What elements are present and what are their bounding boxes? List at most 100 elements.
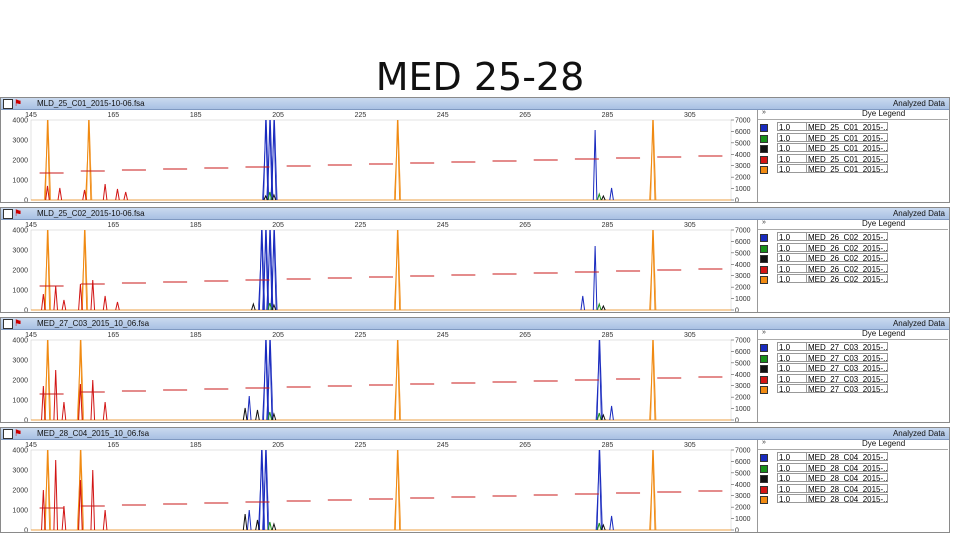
dye-color-swatch[interactable] <box>760 276 768 284</box>
dye-color-swatch[interactable] <box>760 265 768 274</box>
x-tick-label: 305 <box>684 222 696 229</box>
dye-scale-field[interactable]: 1.0 <box>777 494 807 503</box>
panel-checkbox[interactable] <box>3 99 13 109</box>
x-tick-label: 205 <box>272 112 284 119</box>
dye-legend: » Dye Legend 1.0 MED_26_C02_2015-... 1.0 MED_… <box>757 219 948 312</box>
legend-row: 1.0 MED_28_C04_2015-... <box>760 473 888 483</box>
dye-legend: » Dye Legend 1.0 MED_27_C03_2015-... 1.0 MED_… <box>757 329 948 422</box>
x-tick-label: 165 <box>108 222 120 229</box>
right-y-tick-label: 5000 <box>735 360 751 367</box>
y-tick-label: 1000 <box>12 288 28 295</box>
dye-scale-field[interactable]: 1.0 <box>777 153 807 163</box>
expand-arrows-icon[interactable]: » <box>762 439 766 446</box>
dye-scale-field[interactable]: 1.0 <box>777 232 807 241</box>
legend-header: » Dye Legend <box>758 439 948 450</box>
dye-color-swatch[interactable] <box>760 464 768 473</box>
dye-color-swatch[interactable] <box>760 234 768 242</box>
black-peak <box>601 413 606 421</box>
dye-color-swatch[interactable] <box>760 365 768 373</box>
dye-color-swatch[interactable] <box>760 485 768 494</box>
dye-scale-field[interactable]: 1.0 <box>777 363 807 372</box>
dye-color-swatch[interactable] <box>760 454 768 462</box>
dye-color-swatch[interactable] <box>760 155 768 164</box>
x-tick-label: 225 <box>355 442 367 449</box>
panel-checkbox[interactable] <box>3 319 13 329</box>
blue-peak <box>267 339 273 421</box>
dye-color-swatch[interactable] <box>760 145 768 153</box>
dye-sample-name: MED_28_C04_2015-... <box>806 452 888 461</box>
y-tick-label: 2000 <box>12 488 28 495</box>
dye-sample-name: MED_28_C04_2015-... <box>806 473 888 482</box>
panel-header: ⚑ MLD_25_C02_2015-10-06.fsa Analyzed Data <box>1 208 949 220</box>
dye-color-swatch[interactable] <box>760 166 768 174</box>
legend-header: » Dye Legend <box>758 109 948 120</box>
x-tick-label: 165 <box>108 332 120 339</box>
orange-peak <box>650 449 656 531</box>
dye-sample-name: MED_26_C02_2015-... <box>806 242 888 252</box>
dye-scale-field[interactable]: 1.0 <box>777 242 807 252</box>
dye-scale-field[interactable]: 1.0 <box>777 462 807 472</box>
blue-peak <box>592 245 598 311</box>
dye-color-swatch[interactable] <box>760 244 768 253</box>
dye-sample-name: MED_28_C04_2015-... <box>806 483 888 493</box>
dye-sample-name: MED_25_C01_2015-... <box>806 143 888 152</box>
dye-scale-field[interactable]: 1.0 <box>777 274 807 283</box>
dye-color-swatch[interactable] <box>760 124 768 132</box>
y-tick-label: 4000 <box>12 228 28 235</box>
legend-row: 1.0 MED_25_C01_2015-... <box>760 143 888 153</box>
dye-scale-field[interactable]: 1.0 <box>777 384 807 393</box>
dye-scale-field[interactable]: 1.0 <box>777 342 807 351</box>
black-peak <box>251 302 256 311</box>
legend-row: 1.0 MED_27_C03_2015-... <box>760 352 888 363</box>
right-y-tick-label: 7000 <box>735 118 751 125</box>
right-y-tick-label: 2000 <box>735 505 751 512</box>
expand-arrows-icon[interactable]: » <box>762 219 766 226</box>
blue-peak <box>267 229 273 311</box>
sample-panel: ⚑ MED_28_C04_2015_10_06.fsa Analyzed Data 1… <box>0 427 950 533</box>
dye-color-swatch[interactable] <box>760 354 768 363</box>
orange-peak <box>44 339 51 421</box>
right-y-tick-label: 4000 <box>735 482 751 489</box>
expand-arrows-icon[interactable]: » <box>762 329 766 336</box>
right-y-tick-label: 4000 <box>735 262 751 269</box>
dye-color-swatch[interactable] <box>760 475 768 483</box>
green-peak <box>267 302 273 311</box>
electropherogram-plot: 145 165 185 205 225 245 265 285 305 4000 3000 2000 1… <box>12 442 751 532</box>
dye-scale-field[interactable]: 1.0 <box>777 373 807 383</box>
electropherogram-plot: 145 165 185 205 225 245 265 285 305 4000 3000 2000 1… <box>12 222 751 312</box>
dye-color-swatch[interactable] <box>760 496 768 504</box>
dye-scale-field[interactable]: 1.0 <box>777 143 807 152</box>
x-tick-label: 165 <box>108 112 120 119</box>
dye-scale-field[interactable]: 1.0 <box>777 452 807 461</box>
dye-scale-field[interactable]: 1.0 <box>777 352 807 362</box>
expand-arrows-icon[interactable]: » <box>762 109 766 116</box>
panel-checkbox[interactable] <box>3 429 13 439</box>
blue-peak-shoulder <box>266 339 274 421</box>
x-tick-label: 245 <box>437 442 449 449</box>
dye-color-swatch[interactable] <box>760 134 768 143</box>
dye-color-swatch[interactable] <box>760 344 768 352</box>
right-y-tick-label: 2000 <box>735 175 751 182</box>
dye-scale-field[interactable]: 1.0 <box>777 473 807 482</box>
dye-scale-field[interactable]: 1.0 <box>777 132 807 142</box>
green-peak <box>267 521 273 531</box>
dye-scale-field[interactable]: 1.0 <box>777 253 807 262</box>
dye-color-swatch[interactable] <box>760 375 768 384</box>
dye-scale-field[interactable]: 1.0 <box>777 122 807 131</box>
dye-scale-field[interactable]: 1.0 <box>777 483 807 493</box>
dye-sample-name: MED_26_C02_2015-... <box>806 263 888 273</box>
slide-title: MED 25-28 <box>375 55 585 99</box>
green-peak <box>267 411 273 421</box>
right-y-tick-label: 6000 <box>735 239 751 246</box>
dye-scale-field[interactable]: 1.0 <box>777 164 807 173</box>
dye-scale-field[interactable]: 1.0 <box>777 263 807 273</box>
legend-row: 1.0 MED_27_C03_2015-... <box>760 373 888 384</box>
dye-color-swatch[interactable] <box>760 255 768 263</box>
dye-color-swatch[interactable] <box>760 386 768 394</box>
plot-area <box>30 339 732 421</box>
panel-checkbox[interactable] <box>3 209 13 219</box>
x-tick-label: 185 <box>190 222 202 229</box>
right-y-tick-label: 6000 <box>735 349 751 356</box>
blue-peak <box>246 509 252 531</box>
y-tick-label: 0 <box>24 198 28 203</box>
